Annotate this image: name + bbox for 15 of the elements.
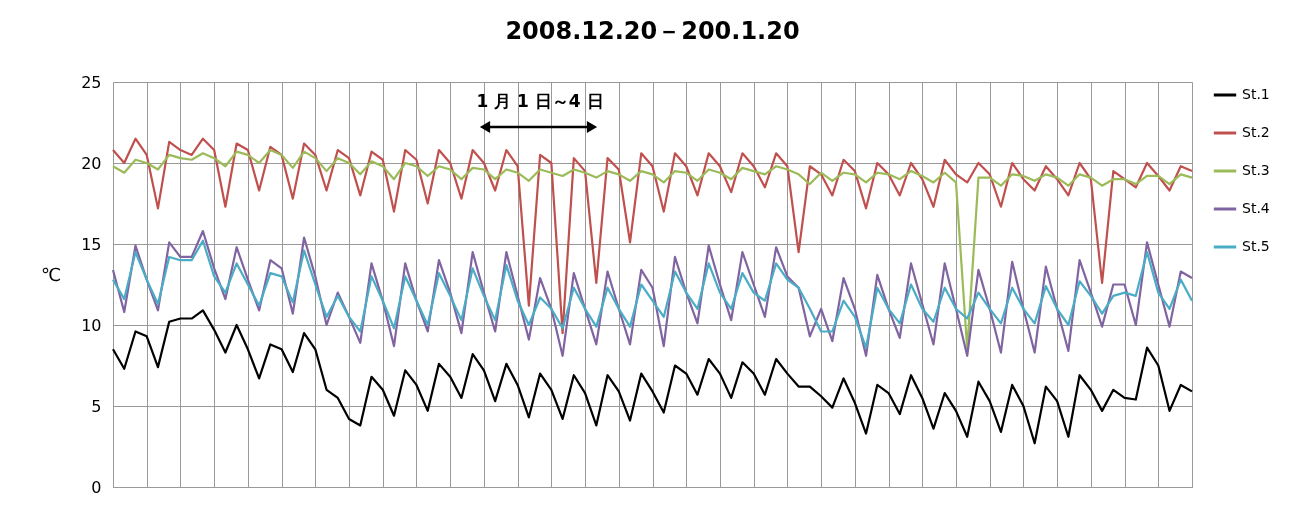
- legend-label: St.1: [1242, 86, 1270, 102]
- y-tick-label: 5: [91, 396, 102, 416]
- chart-title: 2008.12.20－200.1.20: [505, 17, 800, 45]
- y-axis-title: ℃: [41, 264, 62, 285]
- annotation: 1 月 1 日～4 日: [476, 91, 604, 111]
- legend-label: St.5: [1242, 238, 1270, 254]
- y-tick-label: 0: [91, 477, 102, 497]
- y-tick-label: 20: [81, 153, 102, 173]
- y-tick-label: 25: [81, 72, 102, 92]
- y-tick-label: 15: [81, 234, 102, 254]
- legend-label: St.4: [1242, 200, 1270, 216]
- y-tick-label: 10: [81, 315, 102, 335]
- legend-label: St.3: [1242, 162, 1270, 178]
- line-series: [111, 309, 1194, 445]
- legend-label: St.2: [1242, 124, 1270, 140]
